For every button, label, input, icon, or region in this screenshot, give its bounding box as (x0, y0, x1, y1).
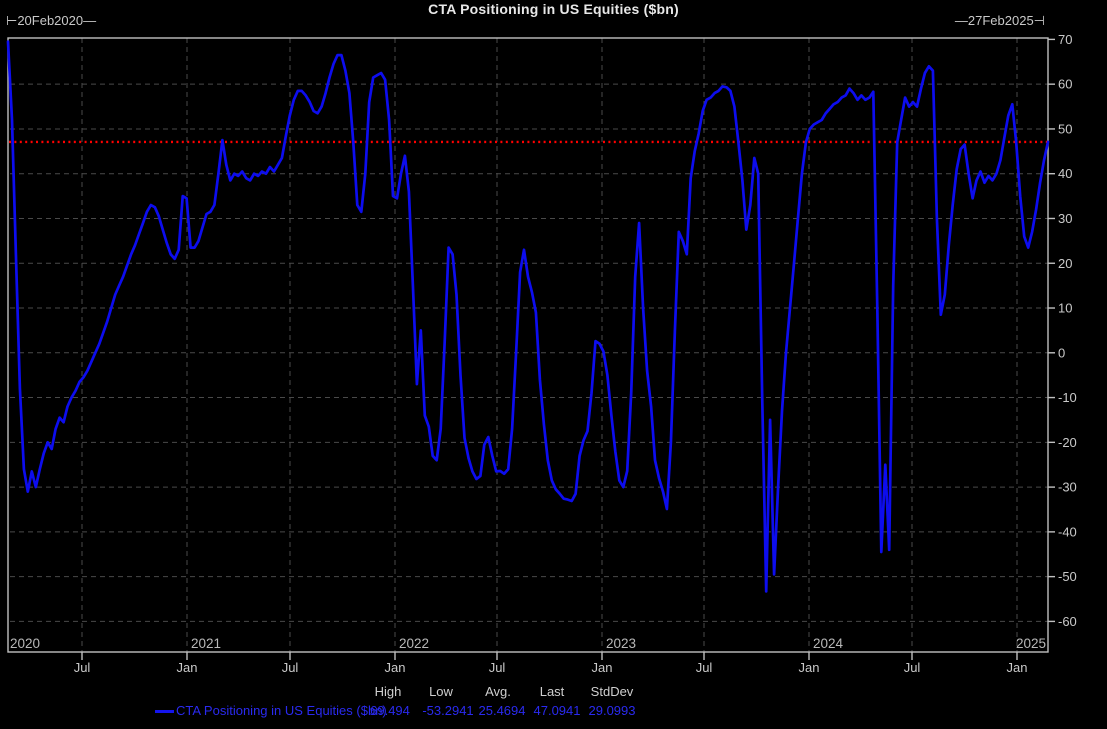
y-tick-label: -40 (1058, 524, 1077, 539)
stat-header-stddev: StdDev (590, 684, 634, 699)
stat-value-low: -53.2941 (422, 703, 474, 718)
chart-title: CTA Positioning in US Equities ($bn) (428, 1, 679, 17)
stat-header-low: Low (429, 684, 453, 699)
stat-header-last: Last (539, 684, 565, 699)
y-tick-label: 0 (1058, 345, 1065, 360)
x-tick-label: Jul (74, 660, 91, 675)
year-label: 2022 (399, 636, 429, 651)
stat-value-high: 69.494 (370, 703, 410, 718)
y-tick-label: -10 (1058, 390, 1077, 405)
plot-border (7, 37, 1049, 653)
y-tick-label: 10 (1058, 301, 1072, 316)
x-tick-label: Jul (904, 660, 921, 675)
year-label: 2024 (813, 636, 844, 651)
year-label: 2020 (10, 636, 40, 651)
x-tick-label: Jan (177, 660, 198, 675)
stat-header-avg: Avg. (485, 684, 511, 699)
stat-value-avg: 25.4694 (478, 703, 526, 718)
y-tick-label: 60 (1058, 77, 1072, 92)
y-tick-label: 50 (1058, 121, 1072, 136)
legend-series-label: CTA Positioning in US Equities ($bn) (176, 703, 387, 718)
range-end-label: —27Feb2025⊣ (954, 13, 1045, 28)
y-tick-label: 30 (1058, 211, 1072, 226)
x-tick-label: Jul (489, 660, 506, 675)
stat-header-high: High (374, 684, 402, 699)
y-tick-label: -20 (1058, 435, 1077, 450)
stat-value-last: 47.0941 (533, 703, 581, 718)
year-label: 2023 (606, 636, 636, 651)
y-tick-label: -30 (1058, 480, 1077, 495)
x-tick-label: Jan (592, 660, 613, 675)
stat-value-stddev: 29.0993 (588, 703, 636, 718)
y-tick-label: -50 (1058, 569, 1077, 584)
axis-layer: 70 60 50 40 30 20 10 0 -10 -20 -30 -40 -50 -60 Jul Jan J… (7, 32, 1077, 675)
x-tick-label: Jan (385, 660, 406, 675)
y-tick-label: 20 (1058, 256, 1072, 271)
y-tick-label: 40 (1058, 166, 1072, 181)
year-label: 2025 (1016, 636, 1046, 651)
x-tick-label: Jan (1007, 660, 1028, 675)
y-tick-label: -60 (1058, 614, 1077, 629)
x-tick-label: Jul (696, 660, 713, 675)
legend-line-swatch (155, 710, 174, 713)
range-start-label: ⊢20Feb2020— (6, 13, 97, 28)
x-tick-label: Jul (282, 660, 299, 675)
cta-positioning-series-line (6, 40, 1050, 593)
grid-layer (10, 38, 1048, 652)
series-layer (6, 40, 1050, 593)
year-label: 2021 (191, 636, 221, 651)
y-tick-label: 70 (1058, 32, 1072, 47)
x-tick-label: Jan (799, 660, 820, 675)
